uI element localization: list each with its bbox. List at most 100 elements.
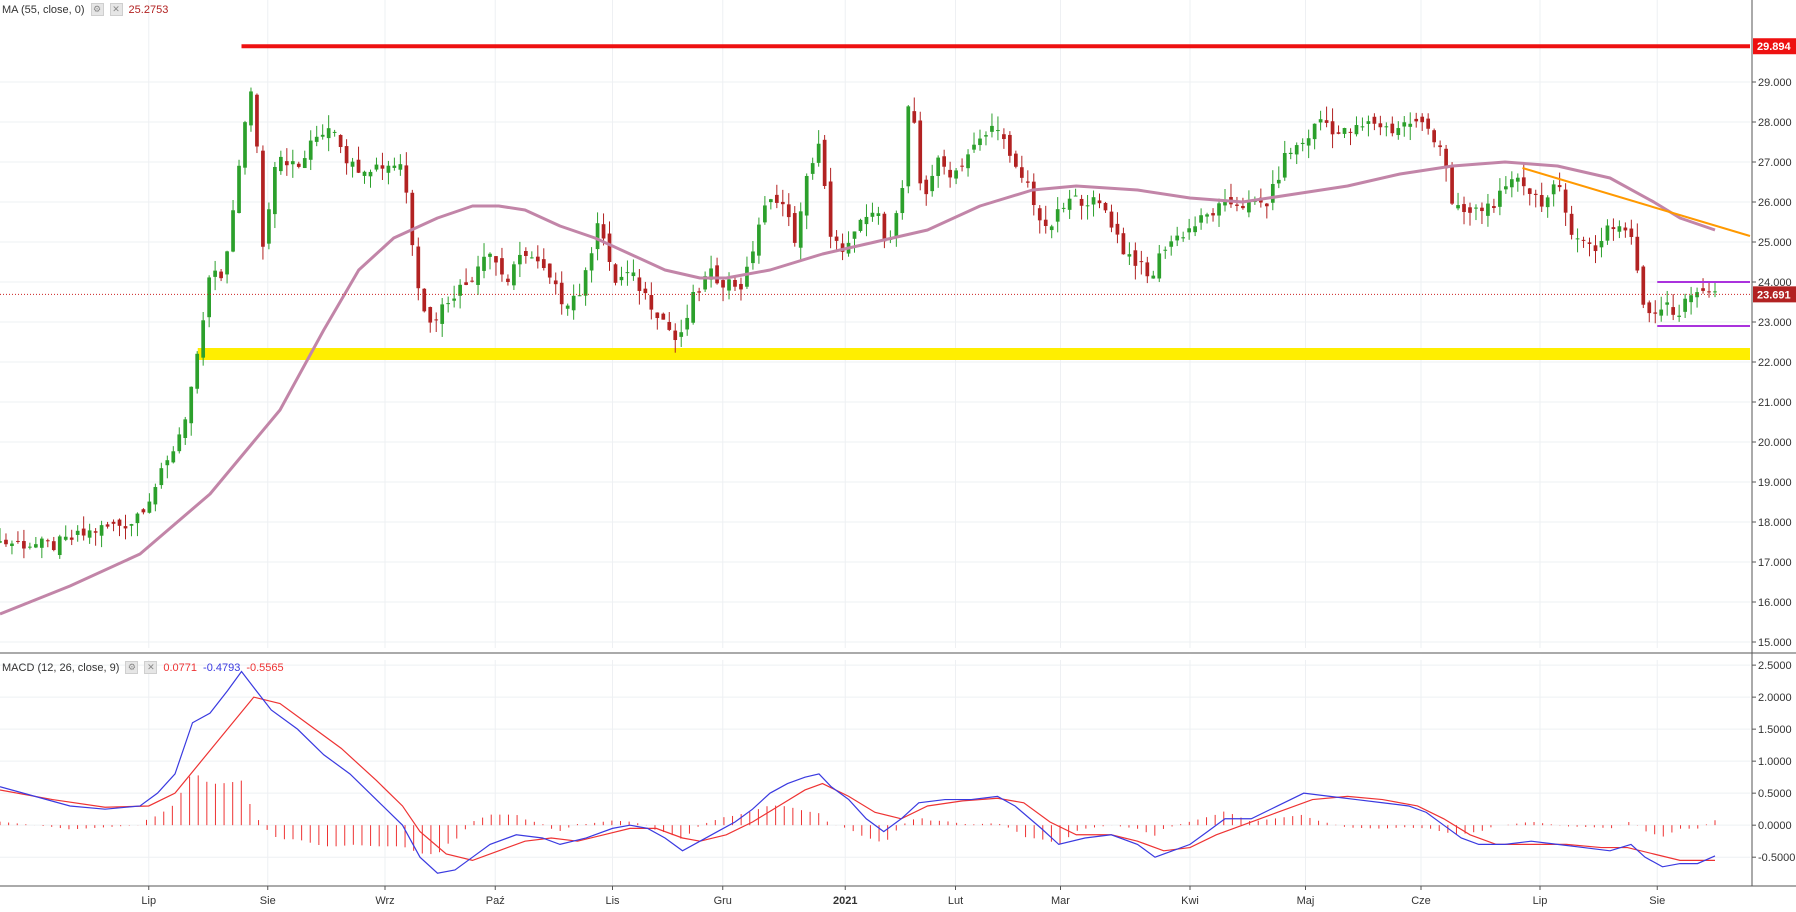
time-tick-label: Gru [714,895,732,907]
candle-body [225,251,229,275]
candle-body [553,280,558,285]
candle-body [906,106,911,187]
close-icon[interactable]: ✕ [109,3,123,16]
candle-body [685,317,690,330]
candle-body [1390,123,1395,134]
candle-body [972,144,976,150]
candle-body [488,253,492,257]
candle-body [362,171,367,176]
candle-body [428,307,433,323]
candle-body [709,268,713,280]
candle-body [87,530,92,538]
candle-body [1085,205,1090,207]
candle-body [482,256,486,271]
candle-body [171,451,176,463]
candle-body [249,91,253,126]
candle-body [500,258,504,275]
signal-value: -0.5565 [246,661,284,674]
candle-body [416,246,421,289]
candle-body [691,291,696,323]
candle-body [1097,200,1102,204]
candle-body [619,276,624,281]
candle-body [1563,189,1568,213]
macd-pane [0,670,1716,874]
price-tick-label: 25.000 [1758,237,1792,249]
macd-tick-label: 1.5000 [1758,724,1792,736]
candle-body [273,166,277,215]
candle-body [1527,188,1532,194]
candle-body [1420,116,1425,123]
candle-body [1539,195,1544,207]
candle-body [667,321,672,330]
candle-body [1635,236,1640,271]
candle-body [798,211,803,248]
candle-body [153,487,158,505]
price-tick-label: 19.000 [1758,477,1792,489]
candle-body [1545,197,1550,208]
candle-body [267,209,271,244]
candle-body [1378,123,1383,128]
candle-body [1211,213,1215,216]
support-zone [197,348,1750,360]
candle-body [398,164,403,170]
candle-body [380,165,385,169]
last-price-tag: 23.691 [1757,289,1791,301]
candle-body [1432,130,1436,143]
candle-body [631,272,636,277]
candle-body [535,256,540,262]
candle-body [1019,167,1024,178]
ma-legend: MA (55, close, 0) ⚙ ✕ 25.2753 [2,3,168,16]
candle-body [51,541,56,551]
candle-body [201,320,206,358]
candle-body [1300,142,1305,145]
last-price-tag-bg [1753,286,1796,303]
candle-body [183,419,188,438]
candle-body [894,213,899,237]
candle-body [1008,134,1012,156]
candle-body [840,243,845,252]
candle-body [870,212,875,217]
candle-body [1354,125,1359,135]
candle-body [57,536,62,556]
candle-body [1581,239,1586,241]
candle-body [446,303,451,305]
candle-body [75,530,80,535]
candle-body [541,259,546,269]
candle-body [1605,225,1610,241]
candle-body [22,541,26,549]
candle-body [105,524,110,527]
candle-body [1121,233,1126,255]
candle-body [1551,184,1556,195]
candle-body [1504,186,1508,190]
macd-legend: MACD (12, 26, close, 9) ⚙ ✕ 0.0771 -0.47… [2,661,284,674]
macd-value: -0.4793 [203,661,241,674]
candle-body [625,272,630,274]
time-tick-label: Sie [1649,895,1665,907]
candle-body [1689,295,1693,303]
candle-body [577,295,582,297]
candle-body [996,130,1000,132]
candle-body [279,156,283,172]
candle-body [1486,203,1490,216]
candle-body [1079,198,1084,206]
gear-icon[interactable]: ⚙ [90,3,104,16]
candle-body [284,161,289,166]
candle-body [607,233,612,262]
candle-body [356,159,361,173]
price-tick-label: 21.000 [1758,397,1792,409]
candle-body [1438,145,1442,148]
candle-body [786,204,791,218]
candle-body [219,271,223,279]
candle-body [595,223,600,250]
candle-body [733,279,737,287]
candle-body [1408,123,1413,127]
candle-body [1456,205,1460,209]
candle-body [332,131,337,133]
close-icon[interactable]: ✕ [144,661,158,674]
candle-body [1713,291,1717,293]
candle-body [1348,131,1353,133]
gear-icon[interactable]: ⚙ [125,661,139,674]
candle-body [1360,126,1365,128]
price-tick-label: 16.000 [1758,597,1792,609]
